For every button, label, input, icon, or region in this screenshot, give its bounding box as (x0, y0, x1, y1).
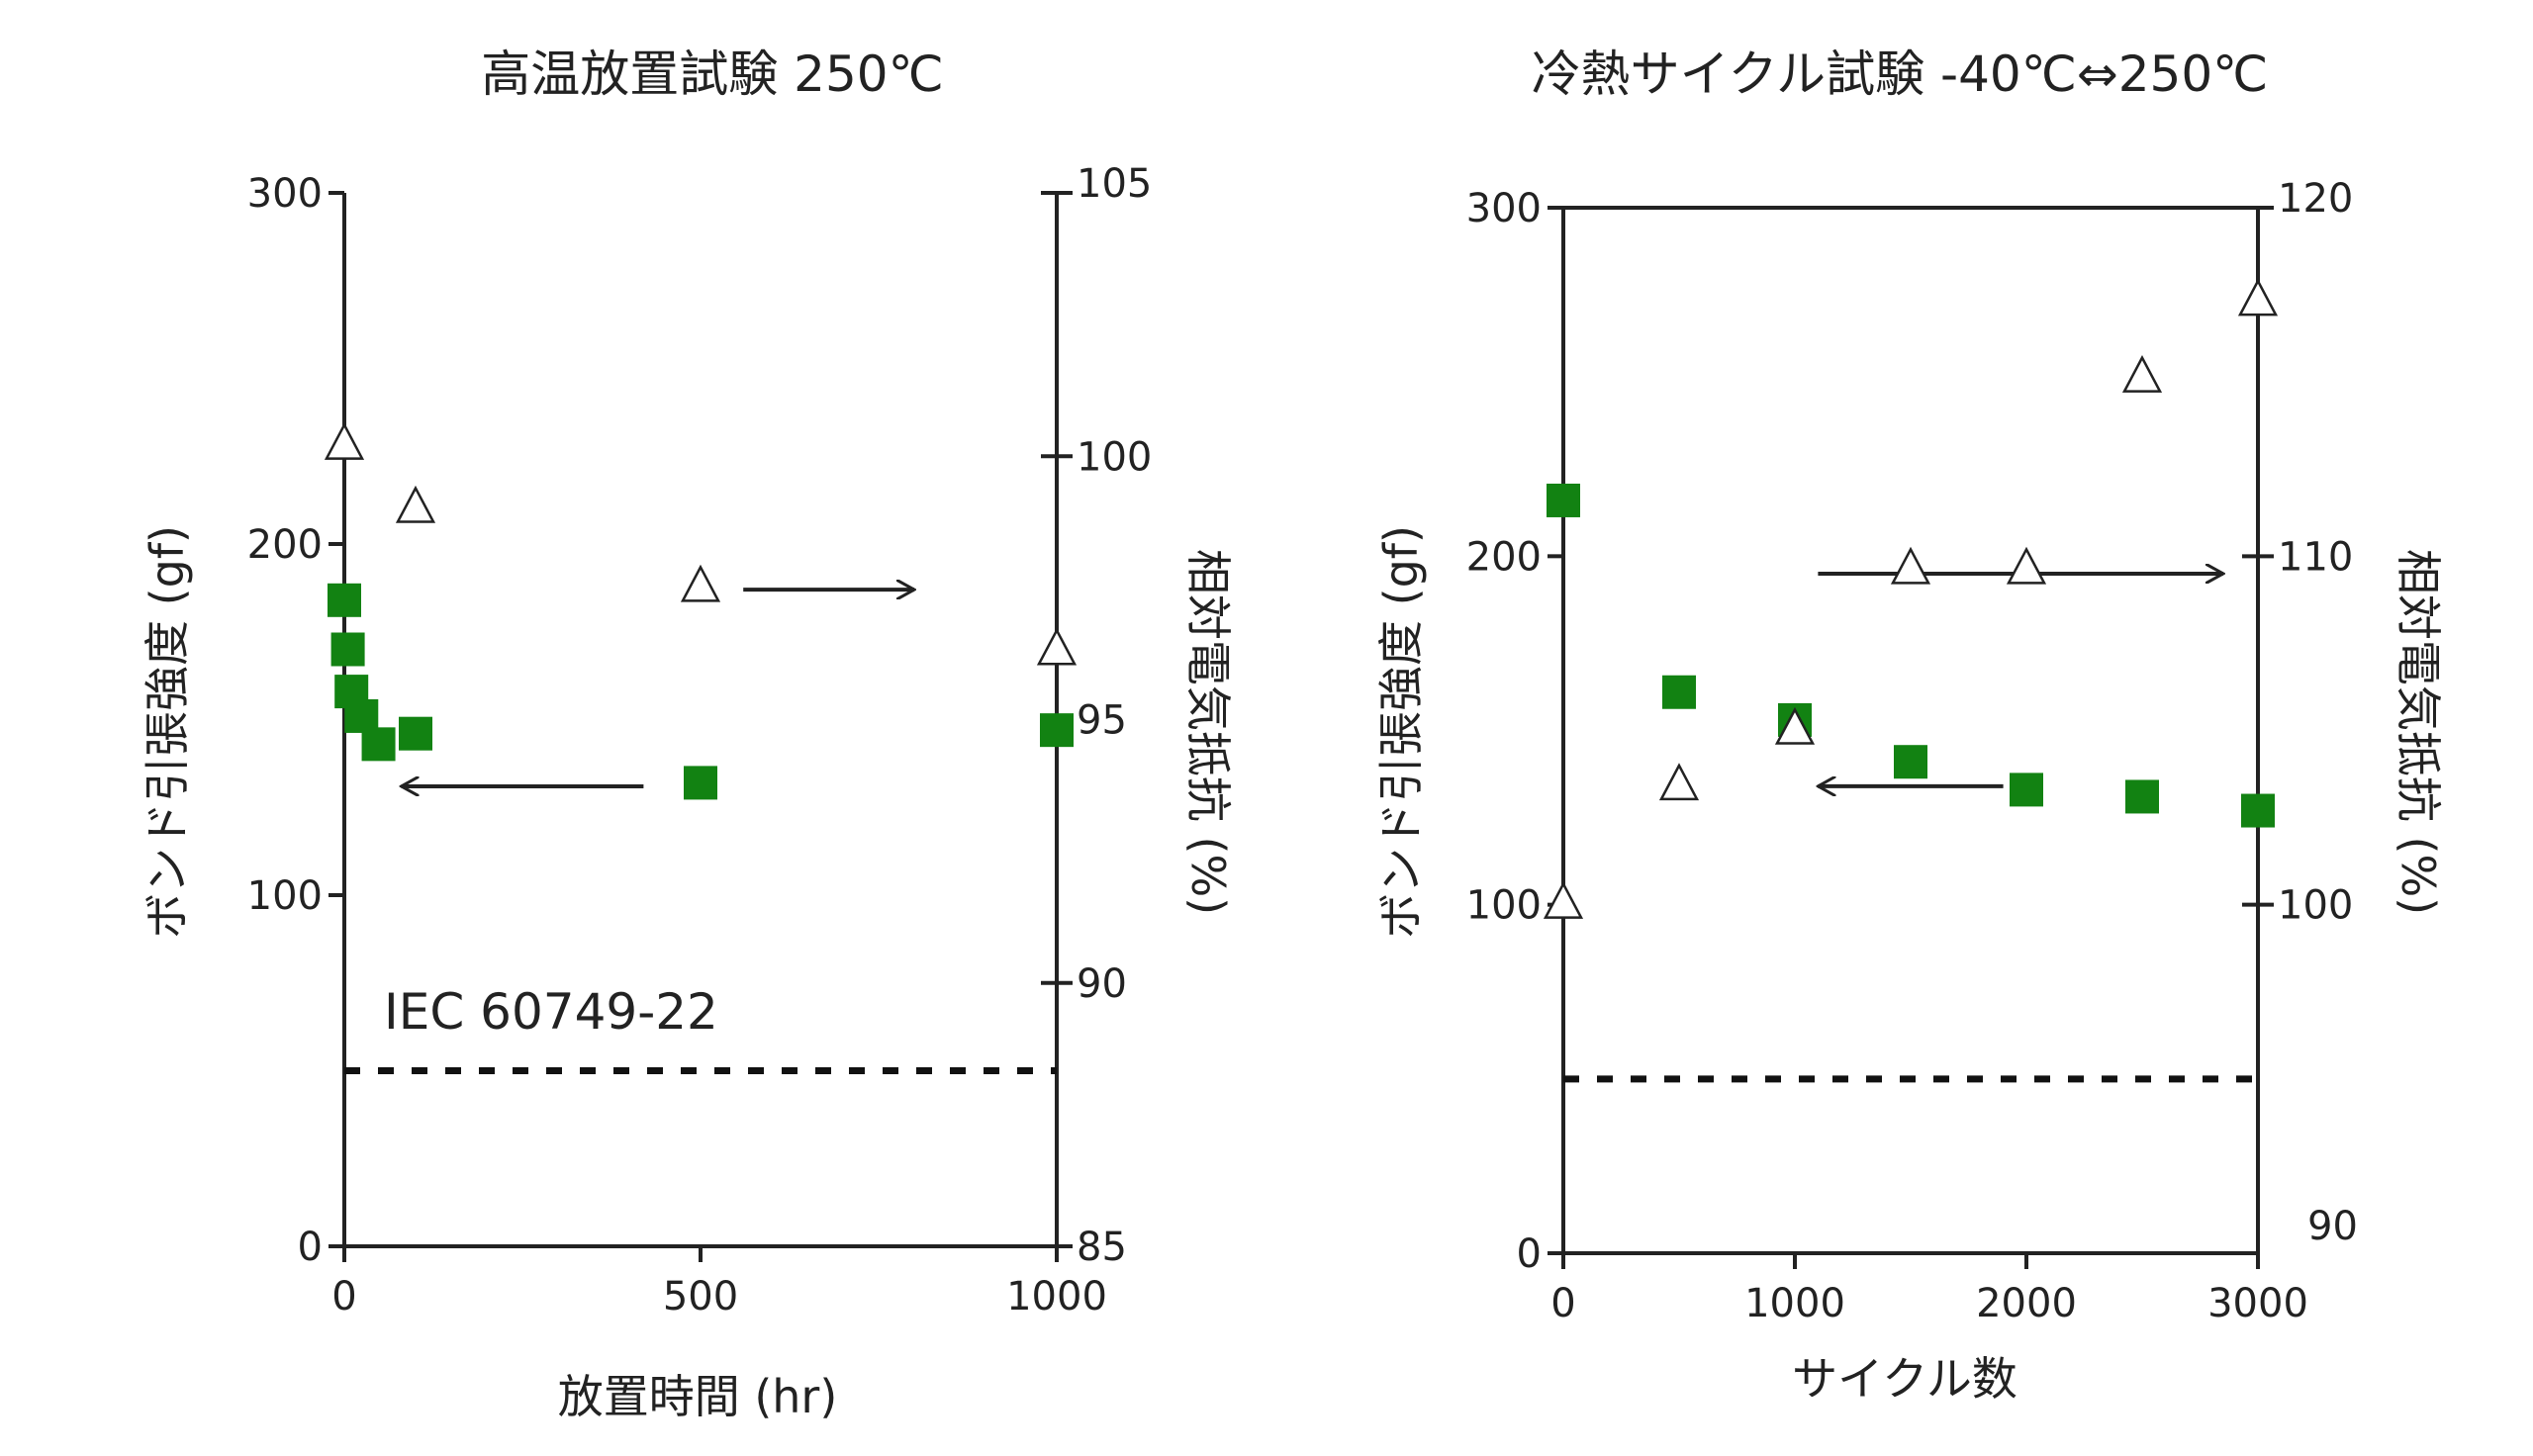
chart2-y-tick-label: 200 (1466, 534, 1542, 580)
chart2-y-tick-label: 0 (1517, 1231, 1542, 1277)
chart1-y2-axis-label: 相対電気抵抗 (%) (1181, 549, 1235, 915)
chart2-y-axis-label: ボンド引張強度 (gf) (1374, 525, 1428, 939)
chart2-strength-point (1894, 745, 1927, 779)
chart1-resistance-point (1036, 627, 1078, 666)
chart2-x-tick-label: 1000 (1744, 1281, 1845, 1326)
chart2-plot-area: 0 1000 2000 3000 0 100 200 300 90 100 110 120 (1466, 176, 2358, 1326)
chart2-x-axis-label: サイクル数 (1792, 1352, 2017, 1406)
chart1-y2-tick-label: 100 (1077, 434, 1152, 480)
chart1-x-tick-label: 500 (663, 1274, 738, 1320)
chart1-strength-point (361, 727, 396, 762)
chart1-strength-point (1040, 713, 1074, 748)
chart2-title: 冷熱サイクル試験 -40℃⇔250℃ (1532, 46, 2269, 103)
chart2-strength-point (1547, 483, 1580, 517)
chart1-y2-tick-label: 105 (1077, 161, 1152, 207)
chart1-y-tick-label: 100 (247, 873, 323, 919)
chart2-y2-tick-label: 90 (2307, 1204, 2358, 1249)
chart1-y-tick-label: 300 (247, 171, 323, 217)
chart2-strength-point (1662, 675, 1696, 709)
chart2-resistance-point (1774, 706, 1816, 745)
chart2-strength-point (2010, 773, 2043, 807)
chart1-resistance-point (395, 485, 436, 523)
chart2-x-tick-label: 2000 (1976, 1281, 2077, 1326)
chart1-plot-area: 0 500 1000 0 100 200 300 85 90 95 100 105 (247, 161, 1153, 1320)
chart1-x-tick-label: 1000 (1006, 1274, 1107, 1320)
chart2-resistance-point (2237, 278, 2279, 317)
chart1-strength-point (328, 583, 361, 617)
chart1-strength-point (399, 716, 432, 751)
chart1-resistance-point (324, 421, 365, 460)
chart2-y2-tick-label: 100 (2278, 883, 2353, 929)
chart2-strength-point (2125, 779, 2159, 814)
chart1-y2-tick-label: 95 (1077, 698, 1127, 744)
chart2-resistance-point (1658, 763, 1700, 801)
chart1-y-tick-label: 200 (247, 522, 323, 568)
chart1-y2-tick-label: 85 (1077, 1225, 1127, 1270)
chart1-strength-point (330, 632, 365, 667)
chart2-y2-axis-label: 相対電気抵抗 (%) (2392, 549, 2445, 915)
chart1-title: 高温放置試験 250℃ (481, 46, 943, 103)
chart2-y2-tick-label: 110 (2278, 534, 2353, 580)
chart2-x-tick-label: 0 (1550, 1281, 1575, 1326)
chart1-y-axis-label: ボンド引張強度 (gf) (141, 525, 194, 939)
chart1-y2-tick-label: 90 (1077, 961, 1127, 1007)
chart2-resistance-point (1890, 546, 1931, 585)
chart2-strength-point (2241, 793, 2275, 828)
chart2-y-tick-label: 100 (1466, 883, 1542, 929)
chart1-x-axis-label: 放置時間 (hr) (558, 1370, 838, 1423)
chart1-strength-point (344, 698, 379, 733)
chart2-y-tick-label: 300 (1466, 186, 1542, 231)
chart2-resistance-point (2121, 354, 2163, 393)
chart1-resistance-point (680, 564, 721, 602)
chart1-reference-label: IEC 60749-22 (384, 983, 718, 1041)
chart2-resistance-point (2006, 546, 2047, 585)
chart2-resistance-point (1543, 880, 1584, 919)
chart1-strength-point (684, 766, 717, 800)
chart2-x-tick-label: 3000 (2207, 1281, 2308, 1326)
chart2-y2-tick-label: 120 (2278, 176, 2353, 222)
chart1-x-tick-label: 0 (331, 1274, 356, 1320)
chart1-y-tick-label: 0 (298, 1225, 323, 1270)
